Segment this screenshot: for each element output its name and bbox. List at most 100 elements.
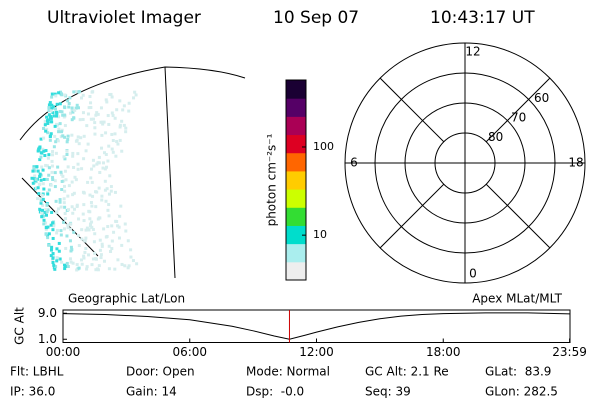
emission-pixel	[65, 140, 69, 144]
x-tick-label: 23:59	[552, 345, 587, 359]
emission-pixel	[77, 266, 81, 270]
emission-pixel	[40, 215, 44, 219]
left-title: Geographic Lat/Lon	[68, 292, 185, 306]
emission-pixel	[57, 127, 61, 131]
emission-pixel	[52, 263, 56, 267]
emission-pixel	[48, 135, 52, 139]
emission-pixel	[73, 207, 77, 211]
emission-pixel	[44, 227, 48, 231]
lat-label: 60	[534, 91, 549, 105]
emission-pixel	[81, 93, 85, 97]
emission-pixel	[95, 111, 99, 115]
info-field: Door: Open	[126, 365, 195, 379]
emission-pixel	[47, 173, 51, 177]
emission-pixel	[99, 106, 103, 110]
colorbar: 10 100	[285, 79, 334, 281]
emission-pixel	[67, 184, 71, 188]
emission-pixel	[93, 232, 97, 236]
emission-pixel	[113, 190, 117, 194]
emission-pixel	[62, 184, 66, 188]
emission-pixel	[50, 159, 54, 163]
info-field: Gain: 14	[126, 385, 177, 399]
emission-pixel	[63, 189, 67, 193]
emission-pixel	[41, 182, 45, 186]
emission-pixel	[80, 237, 84, 241]
emission-pixel	[120, 262, 124, 266]
emission-pixel	[33, 174, 37, 178]
emission-pixel	[94, 268, 98, 272]
emission-pixel	[46, 192, 50, 196]
emission-pixel	[114, 154, 118, 158]
colorbar-frame	[285, 79, 307, 281]
emission-pixel	[59, 233, 63, 237]
emission-pixel	[90, 220, 94, 224]
emission-pixel	[54, 199, 58, 203]
emission-pixel	[113, 132, 117, 136]
emission-pixel	[102, 120, 106, 124]
emission-pixel	[72, 191, 76, 195]
emission-pixel	[109, 189, 113, 193]
emission-pixel	[51, 260, 55, 264]
emission-pixel	[94, 205, 98, 209]
emission-pixel	[51, 228, 55, 232]
emission-pixel	[118, 236, 122, 240]
emission-pixel	[118, 125, 122, 129]
emission-pixel	[36, 186, 40, 190]
emission-pixel	[38, 158, 42, 162]
emission-pixel	[49, 116, 53, 120]
emission-pixel	[72, 116, 76, 120]
emission-pixel	[38, 172, 42, 176]
mlt-label: 6	[350, 156, 358, 170]
emission-pixel	[71, 211, 75, 215]
emission-pixel	[51, 111, 55, 115]
emission-pixel	[124, 229, 128, 233]
emission-pixel	[135, 262, 139, 266]
emission-pixel	[60, 260, 64, 264]
emission-pixel	[65, 234, 69, 238]
mlt-label: 18	[568, 156, 583, 170]
emission-pixel	[84, 247, 88, 251]
emission-pixel	[68, 227, 72, 231]
emission-pixel	[45, 164, 49, 168]
emission-pixel	[82, 134, 86, 138]
emission-pixel	[46, 118, 50, 122]
emission-pixel	[107, 192, 111, 196]
emission-pixel	[42, 149, 46, 153]
emission-pixel	[50, 92, 54, 96]
emission-pixel	[32, 166, 36, 170]
emission-pixel	[39, 178, 43, 182]
emission-pixel	[66, 134, 70, 138]
emission-pixel	[71, 154, 75, 158]
emission-pixel	[97, 186, 101, 190]
emission-pixel	[99, 253, 103, 257]
emission-pixel	[109, 185, 113, 189]
emission-pixel	[55, 111, 59, 115]
emission-pixel	[75, 103, 79, 107]
emission-pixel	[45, 177, 49, 181]
emission-pixel	[89, 200, 93, 204]
emission-pixel	[100, 146, 104, 150]
emission-pixel	[69, 260, 73, 264]
emission-pixel	[82, 157, 86, 161]
emission-pixel	[107, 244, 111, 248]
emission-pixel	[59, 205, 63, 209]
emission-pixel	[71, 110, 75, 114]
emission-pixel	[83, 250, 87, 254]
emission-pixel	[51, 177, 55, 181]
emission-pixel	[99, 256, 103, 260]
emission-pixel	[83, 239, 87, 243]
emission-pixel	[72, 165, 76, 169]
emission-pixel	[71, 151, 75, 155]
emission-pixel	[69, 245, 73, 249]
emission-pixel	[70, 106, 74, 110]
color-band	[286, 225, 306, 245]
emission-pixel	[102, 259, 106, 263]
emission-pixel	[44, 163, 48, 167]
emission-pixel	[46, 236, 50, 240]
grid-line	[21, 177, 99, 257]
emission-pixel	[127, 109, 131, 113]
emission-pixel	[106, 159, 110, 163]
emission-pixel	[101, 166, 105, 170]
emission-pixel	[104, 98, 108, 102]
emission-pixel	[72, 230, 76, 234]
